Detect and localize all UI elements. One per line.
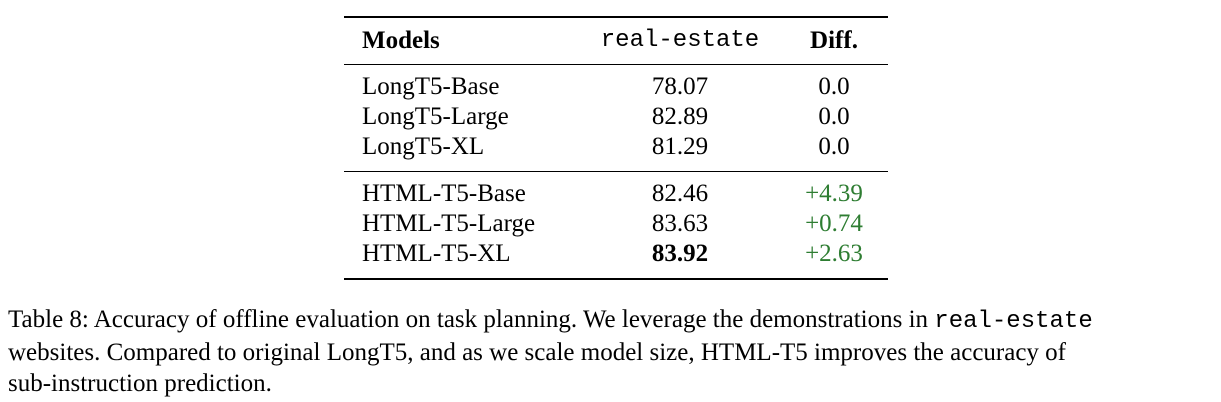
caption-text: Table 8: Accuracy of offline evaluation … <box>8 306 935 333</box>
header-models: Models <box>362 27 440 54</box>
accuracy-value-best: 83.92 <box>651 240 709 267</box>
diff-value: 0.0 <box>818 133 850 160</box>
header-dataset: real-estate <box>600 27 760 54</box>
header-diff: Diff. <box>810 27 858 54</box>
accuracy-value: 78.07 <box>651 73 709 100</box>
caption-line-1: Table 8: Accuracy of offline evaluation … <box>8 304 1221 337</box>
model-name: HTML-T5-Base <box>362 180 526 207</box>
model-name: HTML-T5-XL <box>362 240 511 267</box>
group-html-t5: HTML-T5-Base 82.46 +4.39 HTML-T5-Large 8… <box>344 172 888 278</box>
model-name: LongT5-Base <box>362 73 500 100</box>
table-row: HTML-T5-Large 83.63 +0.74 <box>344 209 888 239</box>
table-row: HTML-T5-Base 82.46 +4.39 <box>344 179 888 209</box>
accuracy-value: 81.29 <box>651 133 709 160</box>
accuracy-value: 82.89 <box>651 103 709 130</box>
table-row: LongT5-XL 81.29 0.0 <box>344 132 888 162</box>
table-row: LongT5-Large 82.89 0.0 <box>344 102 888 132</box>
diff-value-positive: +4.39 <box>805 180 863 207</box>
table-row: LongT5-Base 78.07 0.0 <box>344 72 888 102</box>
header-row: Models real-estate Diff. <box>344 18 888 64</box>
accuracy-value: 83.63 <box>651 210 709 237</box>
diff-value: 0.0 <box>818 103 850 130</box>
top-rule <box>344 16 888 18</box>
model-name: LongT5-Large <box>362 103 509 130</box>
header-rule <box>344 64 888 65</box>
caption-line-2: websites. Compared to original LongT5, a… <box>8 339 1067 366</box>
group-longt5: LongT5-Base 78.07 0.0 LongT5-Large 82.89… <box>344 65 888 171</box>
caption-line-3: sub-instruction prediction. <box>8 370 272 397</box>
group-rule <box>344 171 888 172</box>
model-name: LongT5-XL <box>362 133 485 160</box>
results-table: Models real-estate Diff. LongT5-Base 78.… <box>344 16 888 280</box>
accuracy-value: 82.46 <box>651 180 709 207</box>
bottom-rule <box>344 278 888 280</box>
diff-value-positive: +2.63 <box>805 240 863 267</box>
table-caption: Table 8: Accuracy of offline evaluation … <box>8 304 1221 399</box>
diff-value: 0.0 <box>818 73 850 100</box>
model-name: HTML-T5-Large <box>362 210 536 237</box>
diff-value-positive: +0.74 <box>805 210 863 237</box>
caption-dataset-name: real-estate <box>934 308 1093 335</box>
table-row: HTML-T5-XL 83.92 +2.63 <box>344 239 888 269</box>
